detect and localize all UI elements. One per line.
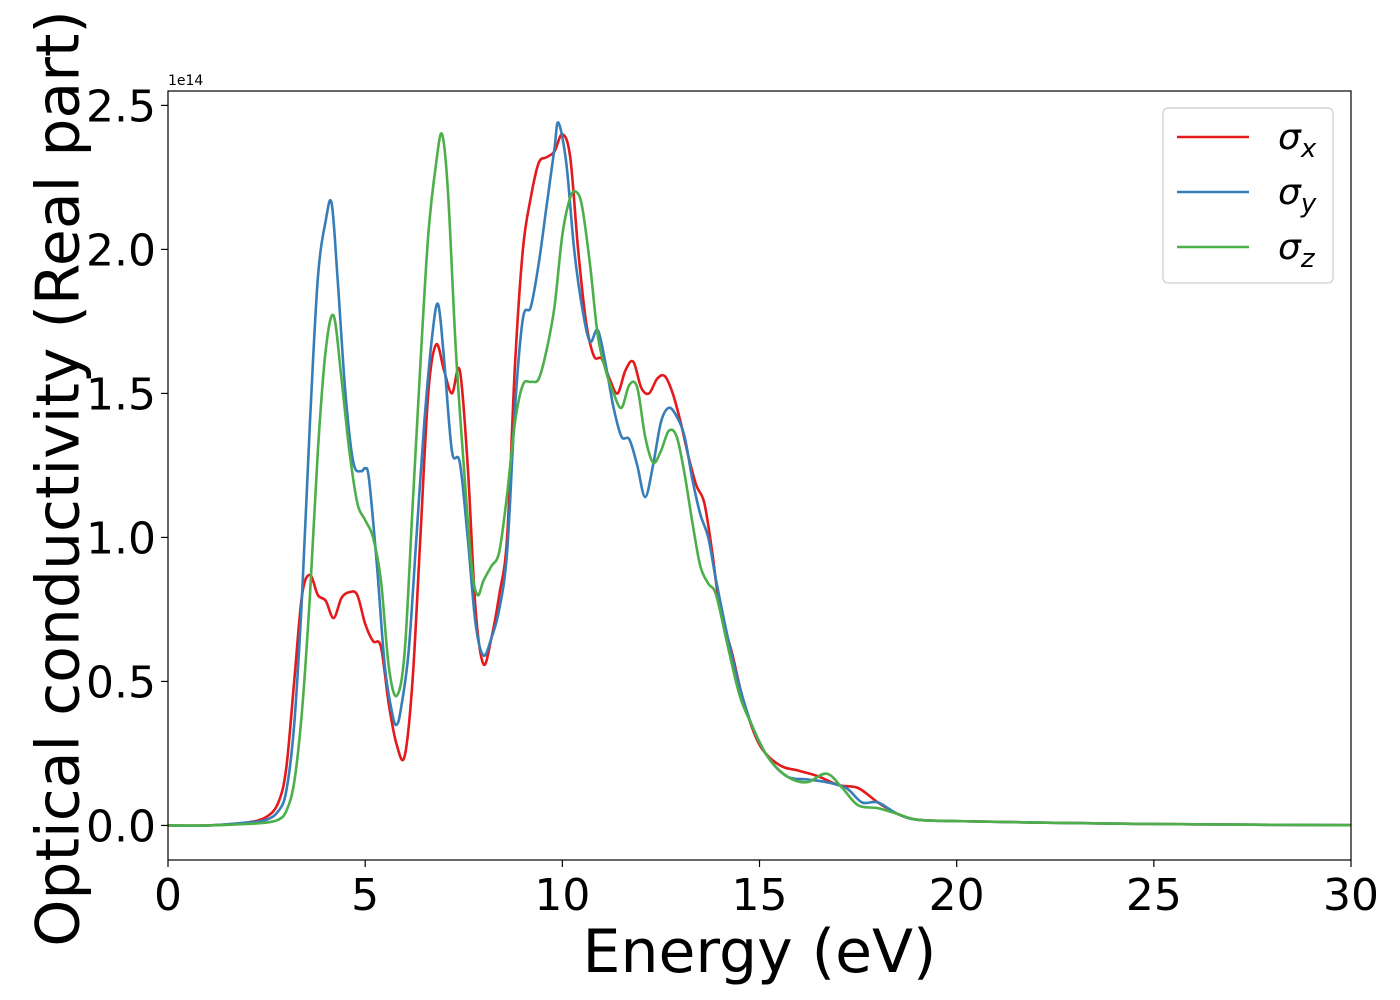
y-axis-label: Optical conductivity (Real part) [24, 10, 94, 947]
y-axis-ticks: 0.0 0.5 1.0 1.5 2.0 2.5 [86, 81, 168, 852]
legend-label: σx [1278, 117, 1317, 164]
y-tick-label: 2.5 [86, 81, 156, 132]
legend-box [1162, 107, 1334, 284]
legend-symbol: σ [1278, 227, 1302, 268]
x-tick-label: 15 [732, 870, 788, 921]
x-axis-ticks: 0 5 10 15 20 25 30 [154, 860, 1379, 921]
legend-subscript: z [1300, 244, 1316, 274]
x-tick-label: 5 [351, 870, 379, 921]
legend-subscript: x [1300, 134, 1317, 164]
legend-label: σy [1278, 172, 1317, 219]
y-tick-label: 0.5 [86, 657, 156, 708]
y-tick-label: 1.0 [86, 513, 156, 564]
legend-symbol: σ [1278, 117, 1302, 158]
legend-symbol: σ [1278, 172, 1302, 213]
series-layer [168, 121, 1351, 827]
x-tick-label: 25 [1126, 870, 1182, 921]
x-tick-label: 20 [929, 870, 985, 921]
x-tick-label: 30 [1323, 870, 1379, 921]
x-tick-label: 0 [154, 870, 182, 921]
y-tick-label: 2.0 [86, 225, 156, 276]
series-line-z [168, 132, 1351, 827]
legend-subscript: y [1300, 189, 1317, 219]
x-tick-label: 10 [534, 870, 590, 921]
legend-label: σz [1278, 227, 1316, 274]
x-axis-label: Energy (eV) [583, 917, 937, 987]
y-tick-label: 0.0 [86, 801, 156, 852]
y-tick-label: 1.5 [86, 369, 156, 420]
y-offset-text: 1e14 [168, 73, 203, 89]
